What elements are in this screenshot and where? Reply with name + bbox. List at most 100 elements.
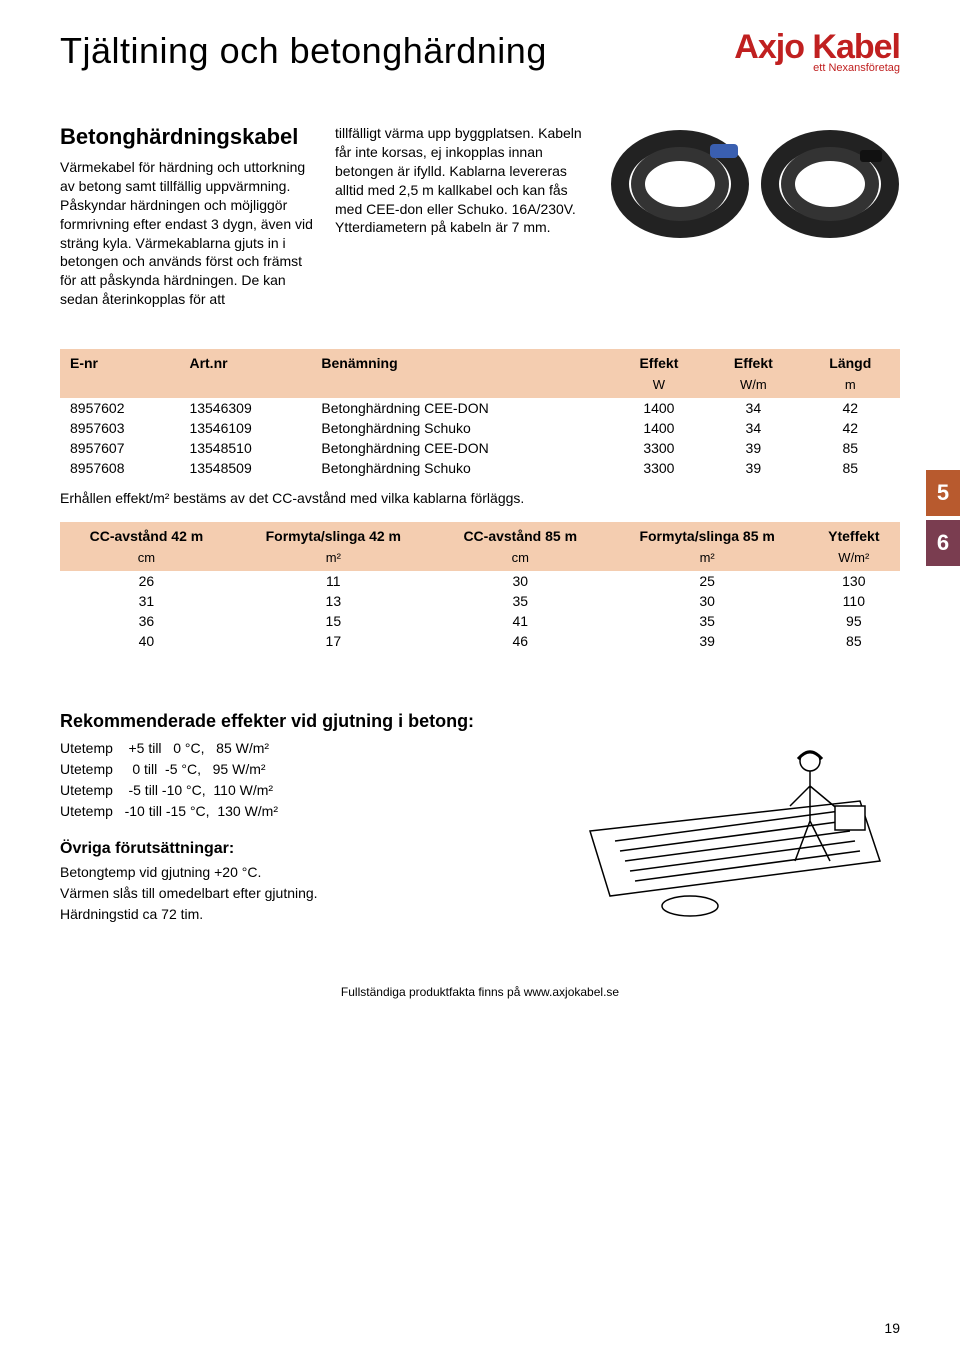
table-cell: 13548510 (179, 438, 311, 458)
table-cell: 36 (60, 611, 233, 631)
tab-5[interactable]: 5 (926, 470, 960, 516)
table-row: 3615413595 (60, 611, 900, 631)
table-cell: Betonghärdning CEE-DON (311, 398, 611, 418)
unit-m: m (801, 377, 900, 398)
table-cell: 13548509 (179, 458, 311, 478)
table-cell: 1400 (612, 418, 706, 438)
unit-enr (60, 377, 179, 398)
table-cell: 42 (801, 418, 900, 438)
table-cell: 13546309 (179, 398, 311, 418)
cc-col-5: Yteffekt (808, 522, 900, 550)
cc-table-header: CC-avstånd 42 m Formyta/slinga 42 m CC-a… (60, 522, 900, 571)
intro-text-1: Värmekabel för härdning och uttorkning a… (60, 158, 317, 309)
logo: Axjo Kabel ett Nexansföretag (734, 30, 900, 74)
unit-benamning (311, 377, 611, 398)
table-cell: 46 (434, 631, 607, 651)
rec-sub-line: Värmen slås till omedelbart efter gjutni… (60, 883, 540, 904)
table-cell: 39 (607, 631, 808, 651)
table-cell: 85 (801, 438, 900, 458)
cc-table: CC-avstånd 42 m Formyta/slinga 42 m CC-a… (60, 522, 900, 651)
products-table: E-nr Art.nr Benämning Effekt Effekt Läng… (60, 349, 900, 478)
cc-col-3: CC-avstånd 85 m (434, 522, 607, 550)
table-row: 895760713548510Betonghärdning CEE-DON330… (60, 438, 900, 458)
page-number: 19 (884, 1320, 900, 1336)
unit-wm: W/m (706, 377, 800, 398)
table-cell: 30 (434, 571, 607, 591)
recommendations-section: Rekommenderade effekter vid gjutning i b… (60, 711, 900, 925)
table-cell: Betonghärdning Schuko (311, 458, 611, 478)
table-cell: 34 (706, 398, 800, 418)
side-tabs: 5 6 (926, 470, 960, 570)
rec-sub-lines: Betongtemp vid gjutning +20 °C.Värmen sl… (60, 862, 540, 925)
rec-sub-heading: Övriga förutsättningar: (60, 840, 540, 858)
table-cell: 3300 (612, 458, 706, 478)
table-cell: 40 (60, 631, 233, 651)
recommendations-text: Rekommenderade effekter vid gjutning i b… (60, 711, 540, 925)
intro-column-1: Betonghärdningskabel Värmekabel för härd… (60, 124, 317, 309)
col-artnr: Art.nr (179, 349, 311, 377)
footer-text: Fullständiga produktfakta finns på www.a… (60, 985, 900, 999)
cc-table-body: 2611302513031133530110361541359540174639… (60, 571, 900, 651)
product-images (610, 124, 900, 309)
table-cell: 130 (808, 571, 900, 591)
tab-6[interactable]: 6 (926, 520, 960, 566)
table-cell: 35 (434, 591, 607, 611)
unit-w: W (612, 377, 706, 398)
table-cell: 25 (607, 571, 808, 591)
cc-col-2: Formyta/slinga 42 m (233, 522, 434, 550)
table-row: 895760813548509Betonghärdning Schuko3300… (60, 458, 900, 478)
col-enr: E-nr (60, 349, 179, 377)
worker-illustration-icon (580, 711, 900, 921)
col-effekt-wm: Effekt (706, 349, 800, 377)
logo-text: Axjo Kabel (734, 30, 900, 64)
table-cell: 35 (607, 611, 808, 631)
table-row: 26113025130 (60, 571, 900, 591)
table-cell: 30 (607, 591, 808, 611)
cc-unit-1: cm (60, 550, 233, 571)
intro-text-2: tillfälligt värma upp byggplatsen. Kabel… (335, 124, 592, 237)
cc-unit-5: W/m² (808, 550, 900, 571)
table-cell: 34 (706, 418, 800, 438)
table-cell: 110 (808, 591, 900, 611)
table-cell: 1400 (612, 398, 706, 418)
col-benamning: Benämning (311, 349, 611, 377)
table-cell: Betonghärdning Schuko (311, 418, 611, 438)
table-cell: 39 (706, 438, 800, 458)
col-effekt-w: Effekt (612, 349, 706, 377)
table-row: 895760313546109Betonghärdning Schuko1400… (60, 418, 900, 438)
cc-unit-3: cm (434, 550, 607, 571)
table-cell: 15 (233, 611, 434, 631)
table-cell: 3300 (612, 438, 706, 458)
products-table-header: E-nr Art.nr Benämning Effekt Effekt Läng… (60, 349, 900, 398)
page-header: Tjältining och betonghärdning Axjo Kabel… (60, 30, 900, 74)
cable-coil-image-2 (760, 124, 900, 244)
table-cell: 8957608 (60, 458, 179, 478)
cc-note: Erhållen effekt/m² bestäms av det CC-avs… (60, 490, 900, 506)
rec-line: Utetemp -5 till -10 °C, 110 W/m² (60, 780, 540, 801)
table-cell: 8957603 (60, 418, 179, 438)
table-cell: 42 (801, 398, 900, 418)
cc-col-1: CC-avstånd 42 m (60, 522, 233, 550)
rec-sub-line: Betongtemp vid gjutning +20 °C. (60, 862, 540, 883)
rec-line: Utetemp +5 till 0 °C, 85 W/m² (60, 738, 540, 759)
rec-sub-line: Härdningstid ca 72 tim. (60, 904, 540, 925)
table-cell: 13546109 (179, 418, 311, 438)
illustration (580, 711, 900, 921)
table-cell: 85 (801, 458, 900, 478)
table-cell: 11 (233, 571, 434, 591)
table-cell: 26 (60, 571, 233, 591)
table-row: 4017463985 (60, 631, 900, 651)
col-langd: Längd (801, 349, 900, 377)
table-cell: 95 (808, 611, 900, 631)
table-cell: 41 (434, 611, 607, 631)
table-cell: Betonghärdning CEE-DON (311, 438, 611, 458)
page-title: Tjältining och betonghärdning (60, 30, 547, 72)
table-cell: 31 (60, 591, 233, 611)
intro-column-2: tillfälligt värma upp byggplatsen. Kabel… (335, 124, 592, 309)
cc-unit-2: m² (233, 550, 434, 571)
table-cell: 13 (233, 591, 434, 611)
intro-heading: Betonghärdningskabel (60, 124, 317, 150)
table-cell: 39 (706, 458, 800, 478)
table-cell: 17 (233, 631, 434, 651)
table-row: 895760213546309Betonghärdning CEE-DON140… (60, 398, 900, 418)
